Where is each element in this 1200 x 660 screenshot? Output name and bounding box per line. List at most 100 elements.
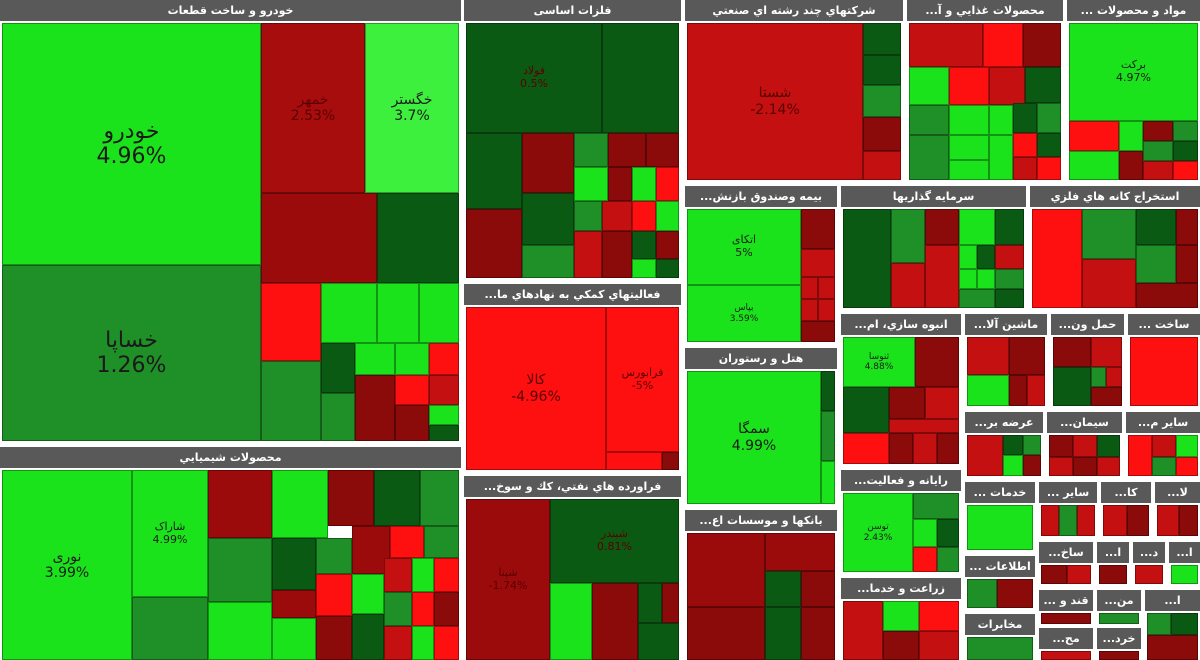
tile[interactable]: [466, 133, 522, 209]
tile[interactable]: [1037, 103, 1061, 133]
tile-khgostar[interactable]: خگستر 3.7%: [365, 23, 459, 193]
tile[interactable]: [632, 231, 656, 259]
tile[interactable]: [913, 433, 937, 464]
tile[interactable]: [843, 387, 889, 433]
tile-khodro[interactable]: خودرو 4.96%: [2, 23, 261, 265]
tile-shebandar[interactable]: شبندر 0.81%: [550, 499, 679, 583]
tile[interactable]: [646, 133, 679, 167]
tile[interactable]: [602, 201, 632, 231]
tile[interactable]: [1176, 209, 1198, 245]
tile[interactable]: [889, 387, 925, 419]
tile[interactable]: [989, 105, 1013, 135]
tile-bepas[interactable]: بپاس 3.59%: [687, 285, 801, 342]
tile[interactable]: [632, 167, 656, 201]
tile[interactable]: [863, 23, 901, 55]
sector-chand-reshte[interactable]: شرکتهاي چند رشته اي صنعتي شستا -2.14%: [685, 0, 903, 182]
tile[interactable]: [1049, 435, 1073, 457]
sector-d4[interactable]: ا...: [1145, 590, 1200, 660]
tile[interactable]: [687, 607, 765, 660]
tile[interactable]: [765, 533, 835, 571]
tile[interactable]: [390, 526, 424, 558]
tile[interactable]: [818, 277, 835, 299]
tile[interactable]: [1041, 565, 1067, 584]
tile[interactable]: [909, 23, 983, 67]
sector-d3[interactable]: ا...: [1169, 542, 1200, 586]
tile[interactable]: [967, 579, 997, 608]
tile[interactable]: [574, 133, 608, 167]
tile[interactable]: [429, 405, 459, 425]
tile[interactable]: [395, 405, 429, 441]
sector-zeraat[interactable]: زراعت و خدما...: [841, 578, 961, 660]
tile[interactable]: [1003, 435, 1023, 455]
tile[interactable]: [977, 269, 995, 289]
tile[interactable]: [522, 133, 574, 193]
sector-faaliyat-komaki[interactable]: فعاليتهاي كمكي به نهادهاي ما... کالا -4.…: [464, 284, 681, 472]
tile[interactable]: [1176, 457, 1198, 476]
tile[interactable]: [1067, 565, 1091, 584]
tile-farabourse[interactable]: فرابورس -5%: [606, 307, 679, 452]
tile[interactable]: [909, 135, 949, 180]
tile[interactable]: [522, 245, 574, 278]
tile[interactable]: [374, 470, 420, 526]
tile[interactable]: [316, 574, 352, 616]
sector-la[interactable]: لا...: [1155, 482, 1200, 538]
sector-khadamat[interactable]: خدمات ...: [965, 482, 1035, 552]
tile[interactable]: [997, 579, 1033, 608]
tile[interactable]: [355, 343, 395, 375]
tile[interactable]: [995, 209, 1024, 245]
tile[interactable]: [1023, 455, 1041, 476]
tile[interactable]: [608, 133, 646, 167]
tile[interactable]: [384, 626, 412, 660]
tile[interactable]: [632, 259, 656, 278]
tile[interactable]: [412, 626, 434, 660]
tile[interactable]: [1069, 121, 1119, 151]
tile[interactable]: [662, 583, 679, 623]
tile[interactable]: [328, 470, 374, 526]
tile[interactable]: [1136, 209, 1176, 245]
tile[interactable]: [1179, 505, 1198, 536]
tile[interactable]: [801, 321, 835, 342]
tile[interactable]: [919, 601, 959, 631]
tile[interactable]: [949, 67, 989, 105]
tile[interactable]: [1037, 133, 1061, 157]
tile[interactable]: [608, 167, 632, 201]
sector-khodro[interactable]: خودرو و ساخت قطعات خودرو 4.96% خساپا 1.2…: [0, 0, 461, 443]
sector-mashin[interactable]: ماشين آلا...: [965, 314, 1047, 408]
tile[interactable]: [321, 283, 377, 343]
tile[interactable]: [419, 283, 459, 343]
tile[interactable]: [989, 135, 1013, 180]
tile[interactable]: [1009, 375, 1027, 406]
tile-sanvosa[interactable]: ثنوسا 4.88%: [843, 337, 915, 387]
tile[interactable]: [1091, 337, 1122, 367]
tile[interactable]: [1119, 121, 1143, 151]
tile[interactable]: [602, 23, 679, 133]
tile[interactable]: [272, 538, 316, 590]
tile[interactable]: [863, 117, 901, 151]
tile[interactable]: [272, 590, 316, 618]
tile[interactable]: [1077, 505, 1095, 536]
tile[interactable]: [949, 105, 989, 135]
tile[interactable]: [261, 193, 377, 283]
tile[interactable]: [1152, 457, 1176, 476]
tile[interactable]: [959, 289, 995, 308]
tile-foolad[interactable]: فولاد 0.5%: [466, 23, 602, 133]
tile[interactable]: [1053, 367, 1091, 406]
tile[interactable]: [429, 425, 459, 441]
tile[interactable]: [424, 526, 459, 558]
tile[interactable]: [261, 361, 321, 441]
tile[interactable]: [1106, 367, 1122, 387]
tile[interactable]: [1032, 209, 1082, 308]
tile[interactable]: [949, 135, 989, 160]
tile-samga[interactable]: سمگا 4.99%: [687, 371, 821, 504]
tile[interactable]: [909, 105, 949, 135]
tile[interactable]: [638, 623, 679, 660]
sector-ettelaat[interactable]: اطلاعات ...: [965, 556, 1035, 610]
sector-sarmayegozari[interactable]: سرمايه گذاريها: [841, 186, 1026, 310]
tile[interactable]: [656, 231, 679, 259]
tile[interactable]: [1147, 635, 1198, 660]
tile[interactable]: [321, 343, 355, 393]
tile[interactable]: [1173, 161, 1198, 180]
tile[interactable]: [606, 452, 662, 470]
tile-shepna[interactable]: شپنا -1.74%: [466, 499, 550, 660]
tile[interactable]: [1143, 121, 1173, 141]
